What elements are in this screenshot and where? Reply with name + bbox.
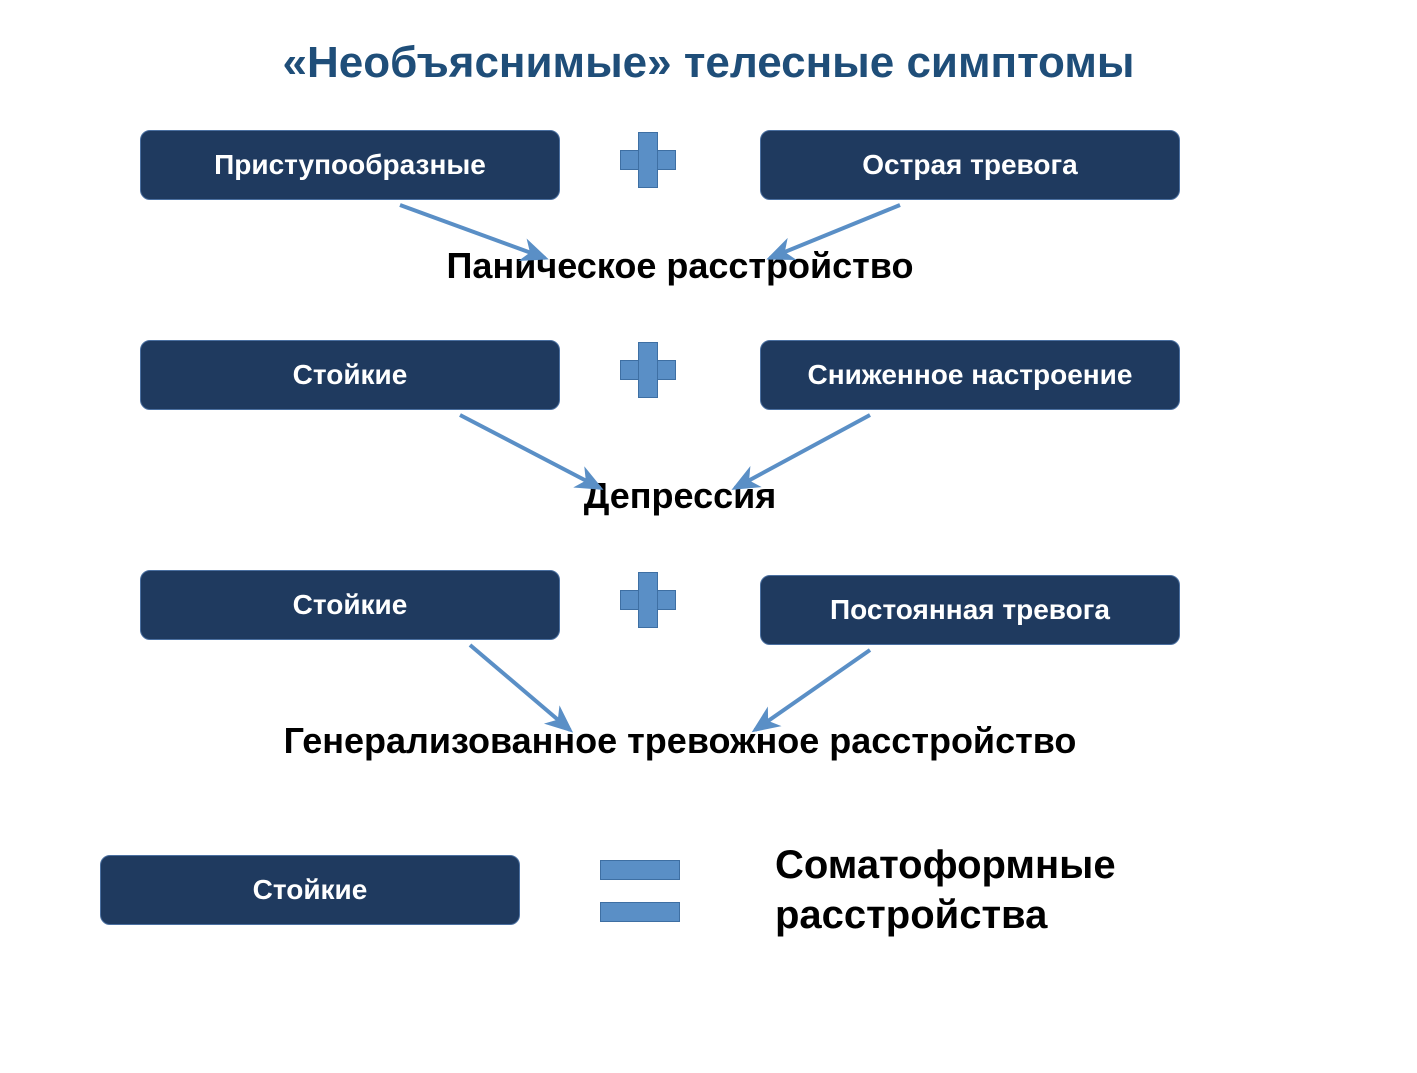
diagram-stage: «Необъяснимые» телесные симптомы Приступ… bbox=[0, 0, 1417, 1073]
result-label-final: Соматоформныерасстройства bbox=[775, 840, 1315, 940]
concept-box: Острая тревога bbox=[760, 130, 1180, 200]
result-line: Соматоформные bbox=[775, 840, 1315, 890]
result-label: Депрессия bbox=[300, 475, 1060, 517]
equals-icon bbox=[600, 860, 680, 922]
plus-icon bbox=[620, 572, 676, 628]
result-line: расстройства bbox=[775, 890, 1315, 940]
concept-box: Сниженное настроение bbox=[760, 340, 1180, 410]
concept-box: Стойкие bbox=[140, 340, 560, 410]
concept-box: Постоянная тревога bbox=[760, 575, 1180, 645]
page-title: «Необъяснимые» телесные симптомы bbox=[0, 38, 1417, 88]
plus-icon bbox=[620, 342, 676, 398]
concept-box: Стойкие bbox=[100, 855, 520, 925]
arrow bbox=[755, 650, 870, 730]
result-label: Генерализованное тревожное расстройство bbox=[120, 720, 1240, 762]
result-label: Паническое расстройство bbox=[300, 245, 1060, 287]
plus-icon bbox=[620, 132, 676, 188]
concept-box: Стойкие bbox=[140, 570, 560, 640]
concept-box: Приступообразные bbox=[140, 130, 560, 200]
arrow bbox=[470, 645, 570, 730]
